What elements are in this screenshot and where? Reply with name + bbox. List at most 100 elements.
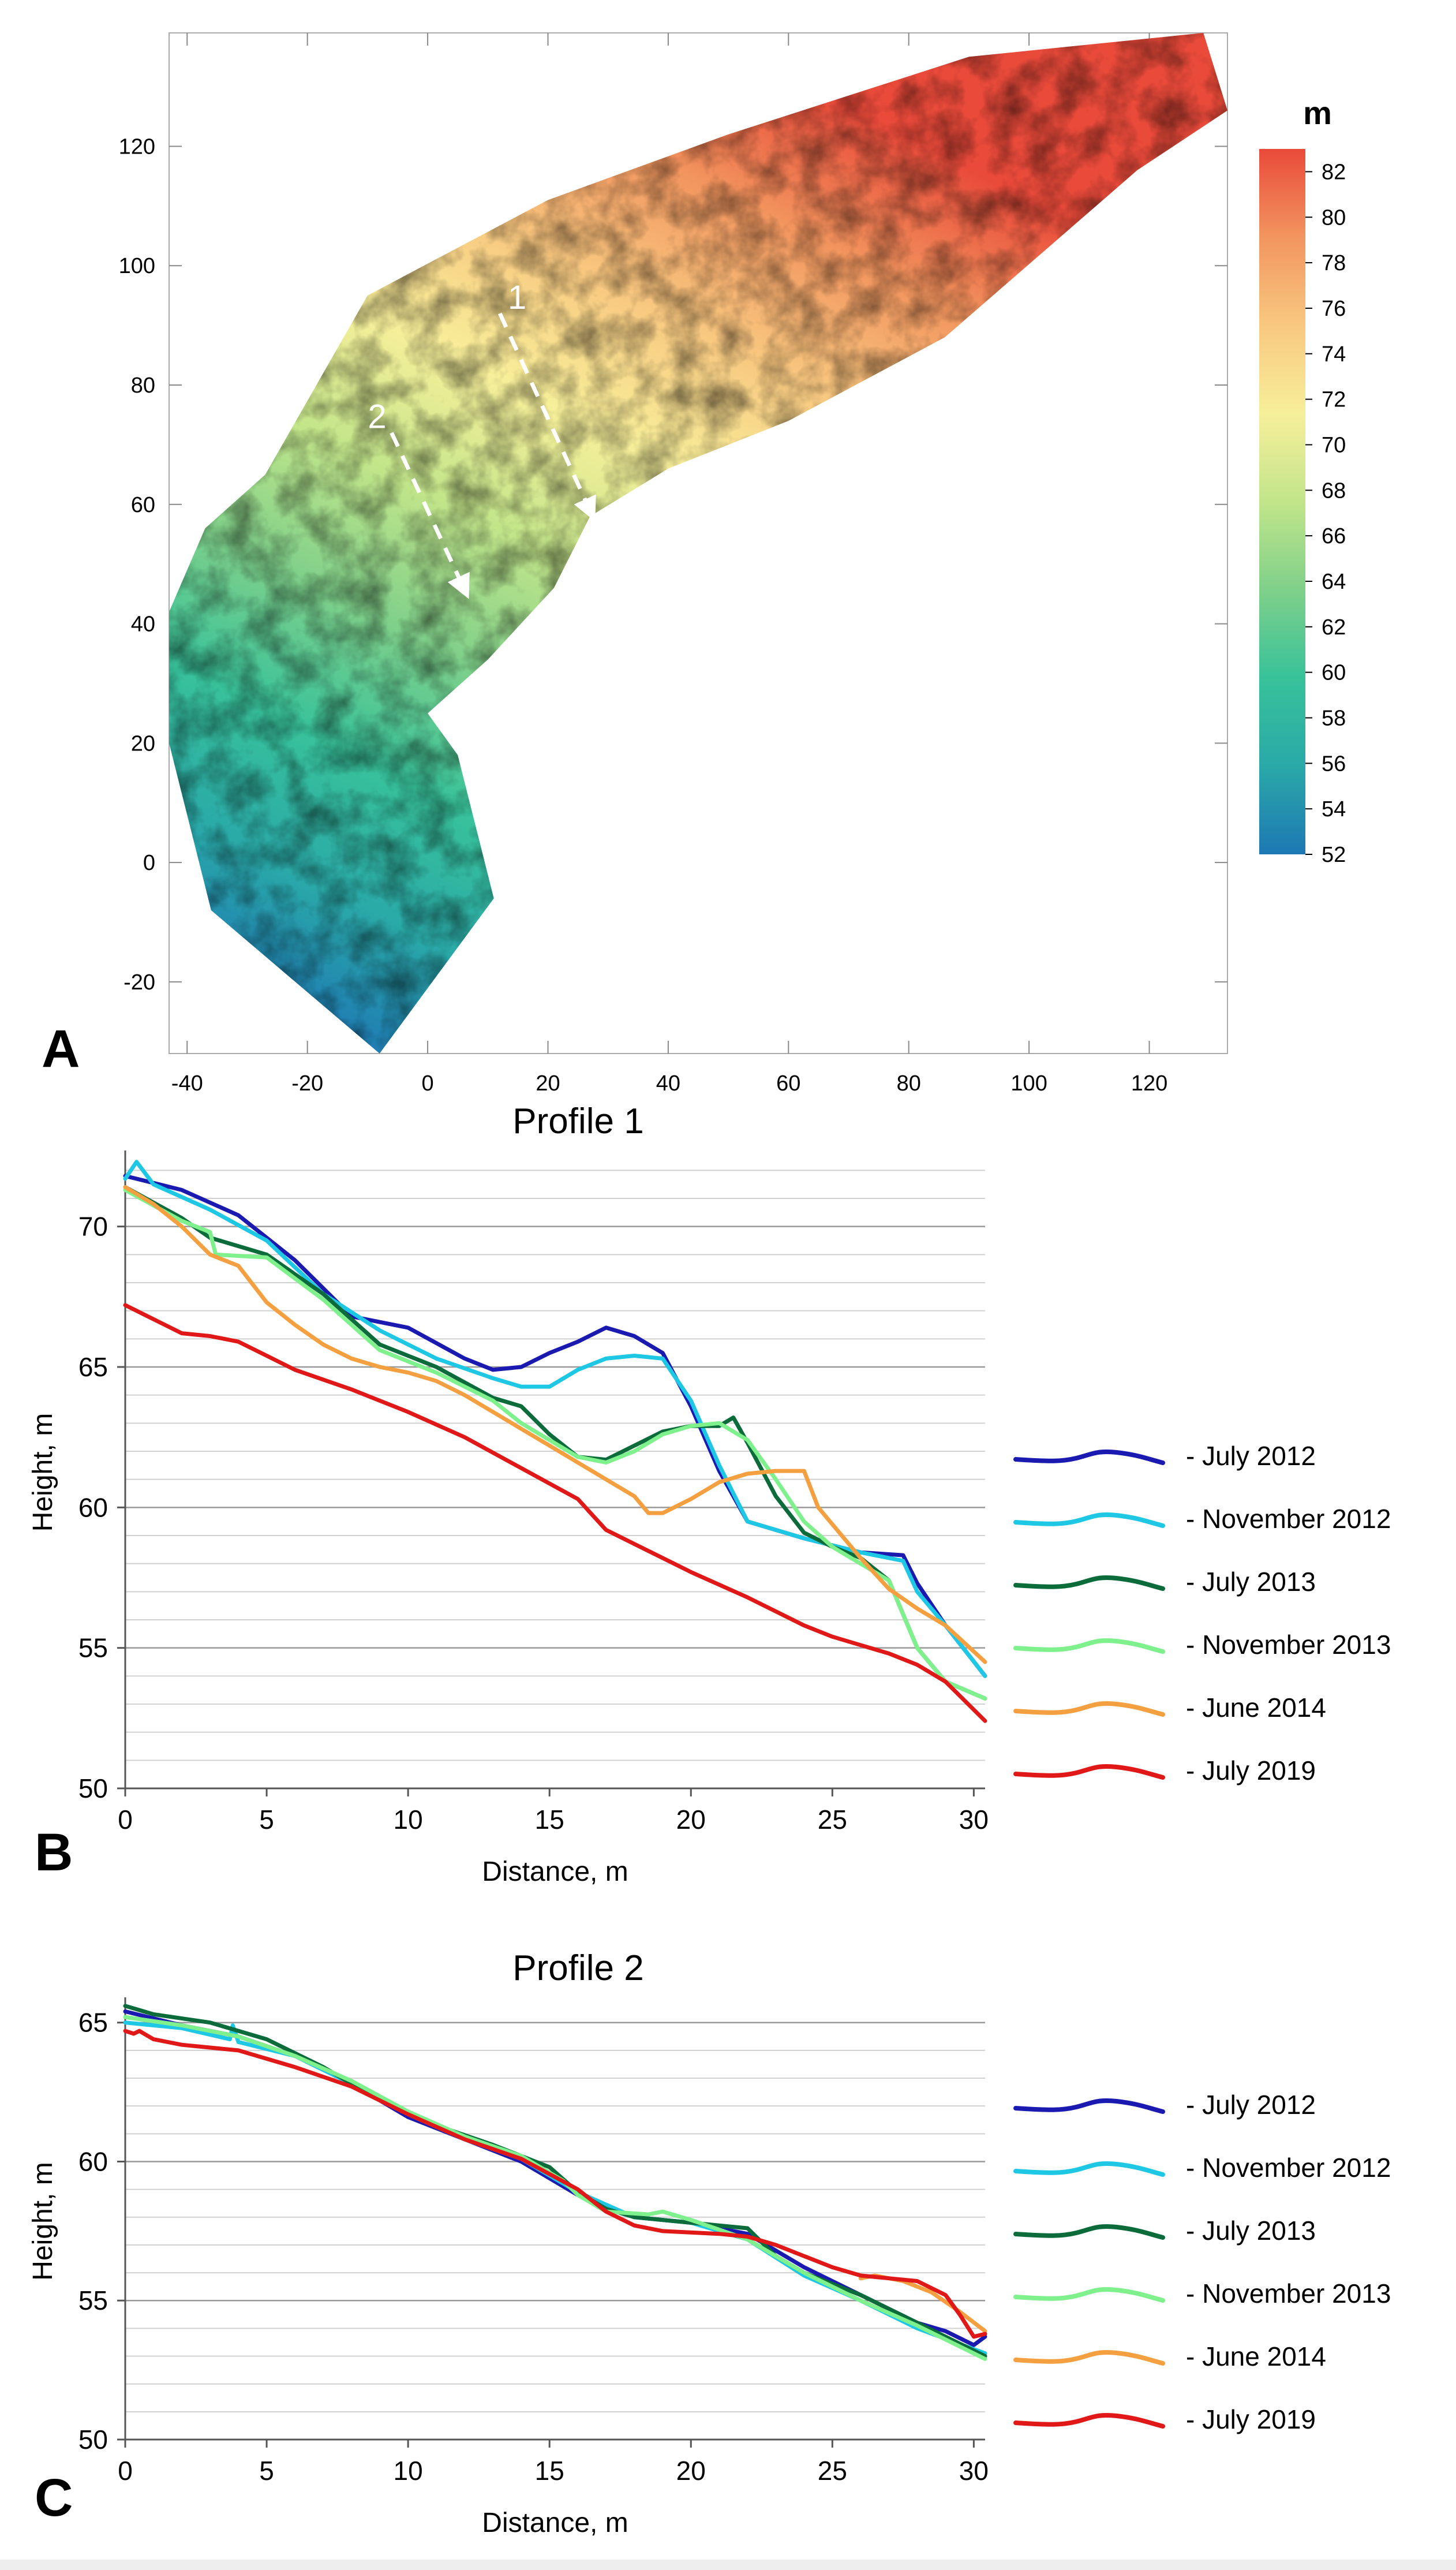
legend-label: - July 2019 — [1186, 2404, 1316, 2434]
x-tick-label: 15 — [535, 2456, 564, 2486]
series-line-july-2019 — [123, 1303, 987, 1723]
series-line-november-2012 — [123, 2020, 987, 2356]
map-frame — [169, 32, 1228, 1054]
legend-swatch — [1013, 2349, 1165, 2366]
x-tick-label: 15 — [535, 1805, 564, 1835]
legend-swatch — [1013, 1701, 1165, 1717]
profile-2-arrow — [390, 432, 470, 599]
chart-title: Profile 1 — [512, 1101, 643, 1141]
map-y-tick-label: 20 — [131, 731, 155, 756]
map-x-tick-label: 100 — [1010, 1071, 1047, 1096]
x-tick-label: 25 — [818, 1805, 847, 1835]
legend-swatch — [1013, 2161, 1165, 2177]
terrain-hillshade — [169, 33, 1227, 1054]
map-x-tick-label: 60 — [776, 1071, 800, 1096]
legend-label: - June 2014 — [1186, 1693, 1326, 1723]
x-axis-label: Distance, m — [482, 2508, 628, 2538]
map-y-tick-label: 0 — [143, 851, 155, 875]
map-y-tick-label: 120 — [119, 135, 155, 159]
map-x-tick-label: -40 — [171, 1071, 203, 1096]
map-x-tick-label: 0 — [422, 1071, 434, 1096]
y-axis-label: Height, m — [28, 2162, 58, 2280]
bottom-strip — [0, 2560, 1456, 2570]
x-tick-label: 30 — [959, 1805, 989, 1835]
legend-label: - November 2013 — [1186, 2278, 1391, 2308]
legend-label: - November 2012 — [1186, 1504, 1391, 1534]
map-y-tick-label: 80 — [131, 373, 155, 398]
y-tick-label: 60 — [78, 1492, 108, 1522]
colorbar-tick-label: 76 — [1322, 297, 1346, 321]
panel-label-b: B — [35, 1823, 73, 1882]
profile-lines: 12 — [368, 279, 596, 599]
y-tick-label: 55 — [78, 2285, 108, 2315]
map-x-tick-label: 80 — [897, 1071, 921, 1096]
colorbar-tick-label: 54 — [1322, 797, 1346, 821]
x-tick-label: 0 — [118, 2456, 133, 2486]
series-line-july-2013 — [123, 1185, 987, 1701]
colorbar-tick-labels: 82 80 78 76 74 72 70 68 66 64 62 60 58 56 54 52 — [1305, 160, 1346, 867]
y-tick-label: 60 — [78, 2146, 108, 2176]
x-tick-label: 30 — [959, 2456, 989, 2486]
profile-2-label: 2 — [368, 398, 386, 436]
legend-label: - July 2013 — [1186, 2216, 1316, 2246]
map-x-tick-label: 40 — [656, 1071, 680, 1096]
series-line-november-2013 — [123, 1187, 987, 1701]
series-line-july-2019 — [123, 2029, 987, 2339]
legend-profile-2: - July 2012 - November 2012 - July 2013 … — [1013, 2090, 1391, 2434]
y-tick-label: 55 — [78, 1633, 108, 1663]
x-tick-label: 20 — [676, 2456, 706, 2486]
x-axis-label: Distance, m — [482, 1856, 628, 1887]
legend-swatch — [1013, 1638, 1165, 1654]
y-tick-label: 65 — [78, 2008, 108, 2038]
x-tick-label: 10 — [394, 2456, 423, 2486]
profile-1-label: 1 — [508, 279, 526, 316]
legend-swatch — [1013, 2412, 1165, 2429]
legend-swatch — [1013, 1575, 1165, 1591]
x-tick-label: 5 — [259, 2456, 274, 2486]
colorbar-tick-label: 64 — [1322, 570, 1346, 594]
colorbar-tick-label: 62 — [1322, 615, 1346, 640]
colorbar-tick-label: 52 — [1322, 843, 1346, 867]
y-tick-label: 65 — [78, 1352, 108, 1382]
legend-label: - June 2014 — [1186, 2341, 1326, 2371]
colorbar-title: m — [1303, 95, 1332, 131]
map-x-tick-label: 20 — [536, 1071, 560, 1096]
map-y-tick-label: 40 — [131, 612, 155, 637]
legend-label: - July 2012 — [1186, 2090, 1316, 2120]
legend-swatch — [1013, 2287, 1165, 2303]
map-x-tick-label: 120 — [1131, 1071, 1167, 1096]
x-tick-label: 25 — [818, 2456, 847, 2486]
profile-1-arrow — [497, 312, 596, 522]
series-line-june-2014 — [123, 1185, 987, 1664]
y-tick-label: 50 — [78, 1773, 108, 1803]
terrain-map: -40 -20 0 20 40 60 80 100 120120100806040200-20 … — [119, 32, 1228, 1096]
colorbar-tick-label: 74 — [1322, 342, 1346, 367]
colorbar-tick-label: 66 — [1322, 524, 1346, 548]
legend-label: - November 2013 — [1186, 1630, 1391, 1660]
colorbar-tick-label: 80 — [1322, 206, 1346, 230]
panel-label-a: A — [42, 1019, 80, 1078]
legend-swatch — [1013, 2224, 1165, 2240]
x-tick-label: 20 — [676, 1805, 706, 1835]
panel-label-c: C — [35, 2468, 73, 2527]
colorbar-tick-label: 78 — [1322, 251, 1346, 275]
colorbar-tick-label: 56 — [1322, 752, 1346, 776]
map-y-tick-label: 100 — [119, 254, 155, 278]
legend-swatch — [1013, 1449, 1165, 1465]
legend-swatch — [1013, 2098, 1165, 2114]
legend-label: - July 2019 — [1186, 1755, 1316, 1785]
legend-profile-1: - July 2012 - November 2012 - July 2013 … — [1013, 1441, 1391, 1785]
y-tick-label: 70 — [78, 1212, 108, 1242]
legend-label: - July 2012 — [1186, 1441, 1316, 1471]
colorbar-scale — [1259, 149, 1305, 854]
y-tick-label: 50 — [78, 2425, 108, 2455]
colorbar-tick-label: 82 — [1322, 160, 1346, 184]
colorbar-tick-label: 72 — [1322, 388, 1346, 412]
legend-swatch — [1013, 1512, 1165, 1528]
x-tick-label: 5 — [259, 1805, 274, 1835]
legend-label: - July 2013 — [1186, 1567, 1316, 1597]
legend-swatch — [1013, 1764, 1165, 1780]
colorbar-tick-label: 68 — [1322, 479, 1346, 503]
map-axis-ticks: -40 -20 0 20 40 60 80 100 120 120 100 80 60 40 20 0 -20 — [119, 33, 1227, 1096]
x-tick-label: 10 — [394, 1805, 423, 1835]
